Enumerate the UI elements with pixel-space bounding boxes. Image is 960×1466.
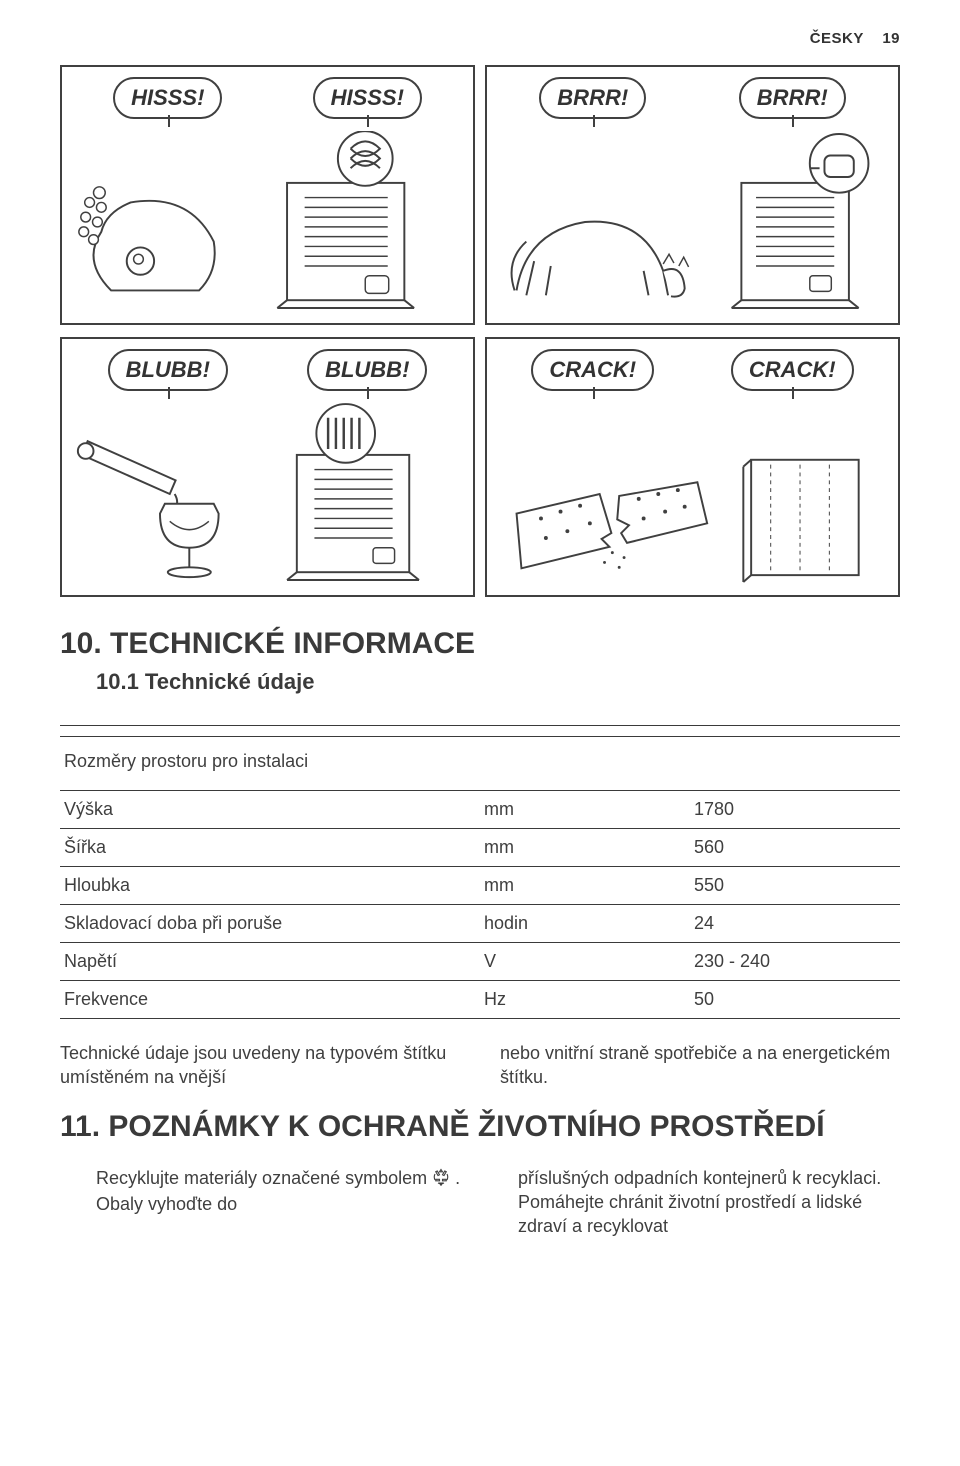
- heading-environment: 11. POZNÁMKY K OCHRANĚ ŽIVOTNÍHO PROSTŘE…: [60, 1110, 900, 1144]
- cell-label: Hloubka: [60, 867, 480, 905]
- heading-technical-info: 10. TECHNICKÉ INFORMACE: [60, 627, 900, 661]
- speech-bubble: BLUBB!: [108, 349, 228, 391]
- cell-label: Frekvence: [60, 981, 480, 1019]
- speech-bubble: BRRR!: [539, 77, 646, 119]
- comic-row-1: HISSS! HISSS!: [60, 65, 900, 325]
- cell-value: 550: [690, 867, 900, 905]
- env-right: příslušných odpadních kontejnerů k recyk…: [518, 1166, 900, 1239]
- speech-bubble: CRACK!: [531, 349, 654, 391]
- note-right: nebo vnitřní straně spotřebiče a na ener…: [500, 1041, 900, 1090]
- speech-bubble: CRACK!: [731, 349, 854, 391]
- table-row: Výška mm 1780: [60, 791, 900, 829]
- illustration-iron-steam: [72, 131, 463, 313]
- environment-columns: Recyklujte materiály označené symbolem .…: [60, 1166, 900, 1239]
- table-row: Frekvence Hz 50: [60, 981, 900, 1019]
- cell-unit: mm: [480, 829, 690, 867]
- table-row: Skladovací doba při poruše hodin 24: [60, 905, 900, 943]
- technical-note-columns: Technické údaje jsou uvedeny na typovém …: [60, 1041, 900, 1090]
- comic-panel-crack: CRACK! CRACK!: [485, 337, 900, 597]
- cell-label: Výška: [60, 791, 480, 829]
- cell-label: Šířka: [60, 829, 480, 867]
- cell-value: 24: [690, 905, 900, 943]
- env-left: Recyklujte materiály označené symbolem .…: [60, 1166, 478, 1239]
- table-row: Hloubka mm 550: [60, 867, 900, 905]
- cell-unit: mm: [480, 867, 690, 905]
- subheading-technical-data: 10.1 Technické údaje: [96, 669, 900, 695]
- speech-bubble: HISSS!: [113, 77, 222, 119]
- page-header: ČESKY 19: [60, 30, 900, 47]
- illustration-cat-fridge: [497, 131, 888, 313]
- cell-value: 1780: [690, 791, 900, 829]
- table-group-header: Rozměry prostoru pro instalaci: [60, 737, 900, 791]
- note-left: Technické údaje jsou uvedeny na typovém …: [60, 1041, 460, 1090]
- table-row: Napětí V 230 - 240: [60, 943, 900, 981]
- cell-value: 230 - 240: [690, 943, 900, 981]
- table-row: Šířka mm 560: [60, 829, 900, 867]
- cell-label: Napětí: [60, 943, 480, 981]
- recycle-icon: [432, 1168, 450, 1192]
- comic-panel-hisss: HISSS! HISSS!: [60, 65, 475, 325]
- comic-panel-brrr: BRRR! BRRR!: [485, 65, 900, 325]
- page-number: 19: [882, 30, 900, 47]
- cell-value: 560: [690, 829, 900, 867]
- cell-label: Skladovací doba při poruše: [60, 905, 480, 943]
- env-text-before: Recyklujte materiály označené symbolem: [96, 1168, 432, 1188]
- cell-unit: Hz: [480, 981, 690, 1019]
- cell-unit: V: [480, 943, 690, 981]
- cell-unit: hodin: [480, 905, 690, 943]
- comic-panel-blubb: BLUBB! BLUBB!: [60, 337, 475, 597]
- illustration-wine-fridge: [72, 403, 463, 585]
- cell-value: 50: [690, 981, 900, 1019]
- speech-bubble: HISSS!: [313, 77, 422, 119]
- comic-row-2: BLUBB! BLUBB!: [60, 337, 900, 597]
- speech-bubble: BRRR!: [739, 77, 846, 119]
- technical-data-table: Rozměry prostoru pro instalaci Výška mm …: [60, 725, 900, 1019]
- language-label: ČESKY: [810, 30, 864, 47]
- illustration-cracker-fridge: [497, 403, 888, 585]
- speech-bubble: BLUBB!: [307, 349, 427, 391]
- cell-unit: mm: [480, 791, 690, 829]
